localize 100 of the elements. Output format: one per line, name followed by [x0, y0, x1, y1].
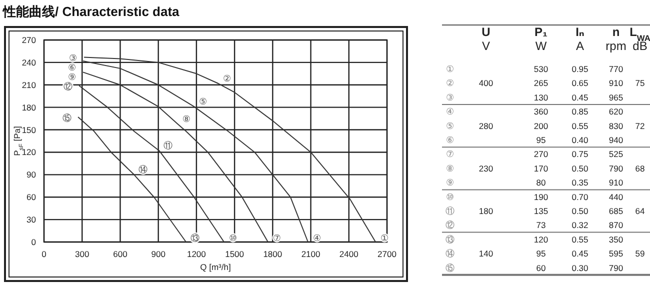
x-tick-label: 600	[113, 249, 128, 259]
text: 0.32	[572, 220, 589, 230]
text: 280	[478, 120, 494, 131]
text: V	[482, 39, 490, 53]
annotation: ⑦	[272, 233, 282, 243]
y-tick-label: 180	[22, 102, 36, 112]
x-tick-label: 2100	[301, 249, 320, 259]
text: 360	[534, 106, 548, 117]
text: 60	[536, 262, 546, 273]
x-tick-label: 300	[75, 249, 90, 259]
text: ⑤	[446, 120, 454, 131]
line-series	[84, 56, 376, 242]
y-tick-label: 30	[26, 214, 36, 225]
chart-title: 性能曲线/ Characteristic data	[2, 4, 180, 19]
text: ③	[446, 92, 454, 102]
y-tick-label: 60	[26, 192, 36, 202]
annotation: ⑥	[68, 62, 76, 73]
text: ⑬	[446, 234, 454, 244]
text: 790	[608, 163, 624, 174]
text: 75	[635, 78, 645, 88]
annotation: ②	[223, 73, 232, 84]
text: 910	[608, 78, 624, 88]
text: 72	[635, 120, 645, 131]
annotation: ⑮	[62, 113, 72, 124]
text: 940	[608, 135, 624, 145]
text: 270	[534, 149, 548, 160]
x-axis-title: Q [m³/h]	[200, 262, 231, 272]
line-series	[82, 60, 308, 242]
text: 620	[608, 106, 624, 117]
text: W	[535, 39, 548, 53]
text: ②	[446, 78, 454, 88]
text: 0.50	[572, 206, 589, 216]
text: 0.85	[572, 106, 589, 117]
annotation: ⑤	[198, 96, 208, 107]
text: 770	[608, 64, 624, 74]
text: 0.45	[572, 248, 589, 259]
x-tick-label: 1500	[225, 249, 244, 259]
text: 0.55	[572, 120, 589, 131]
text: 830	[608, 120, 624, 131]
text: 0.40	[572, 135, 589, 145]
text: 120	[534, 234, 548, 244]
text: 170	[534, 163, 548, 174]
text: 685	[608, 206, 624, 216]
x-tick-label: 1800	[263, 249, 282, 259]
text: 0.35	[572, 178, 589, 188]
text: 230	[478, 163, 494, 174]
x-tick-label: 0	[42, 249, 47, 259]
text: 200	[534, 120, 548, 131]
y-tick-label: 90	[26, 170, 36, 180]
text: 0.70	[572, 192, 589, 202]
y-tick-label: 0	[31, 237, 36, 247]
text: ⑪	[446, 206, 454, 216]
text: 525	[608, 149, 624, 160]
text: 870	[608, 220, 624, 230]
text: 135	[534, 206, 548, 216]
text: 0.95	[572, 64, 589, 74]
text: ⑩	[446, 192, 454, 202]
text: 965	[608, 92, 624, 102]
y-tick-label: 240	[22, 57, 36, 68]
annotation: ③	[68, 53, 78, 64]
text: 0.55	[572, 234, 589, 244]
x-tick-label: 1200	[186, 249, 206, 259]
text: A	[576, 39, 584, 53]
text: 73	[536, 220, 546, 230]
text: 350	[608, 234, 624, 244]
text: 440	[608, 192, 624, 202]
y-tick-label: 120	[22, 147, 36, 158]
text: 180	[478, 206, 494, 216]
text: 400	[478, 78, 494, 88]
text: 59	[635, 248, 645, 259]
text: 68	[635, 163, 645, 174]
text: ⑥	[446, 135, 454, 145]
text: ⑨	[446, 178, 454, 188]
annotation: ⑪	[164, 140, 173, 151]
text: ⑭	[446, 248, 454, 259]
y-tick-label: 270	[22, 35, 36, 45]
x-tick-label: 2700	[378, 249, 397, 259]
text: ⑫	[446, 220, 454, 230]
text: 530	[534, 64, 548, 74]
text: 0.75	[572, 149, 589, 160]
text: rpm	[606, 39, 626, 53]
text: 95	[536, 135, 546, 145]
text: Iₙ	[576, 25, 584, 39]
y-tick-label: 210	[22, 80, 36, 90]
annotation: ⑭	[138, 164, 148, 175]
x-tick-label: 2400	[339, 249, 359, 259]
annotation: ⑨	[68, 72, 76, 82]
text: 130	[534, 92, 548, 102]
text: 0.45	[572, 92, 589, 102]
text: 0.65	[572, 78, 589, 88]
text: P₁	[534, 25, 548, 39]
text: ⑮	[446, 262, 454, 273]
text: 0.30	[572, 262, 589, 273]
text: 910	[608, 178, 624, 188]
text: 190	[534, 192, 548, 202]
text: 95	[536, 248, 546, 259]
text: 0.50	[572, 163, 589, 174]
y-tick-label: 150	[22, 124, 36, 135]
text: 140	[478, 248, 494, 259]
text: ⑦	[446, 149, 454, 160]
